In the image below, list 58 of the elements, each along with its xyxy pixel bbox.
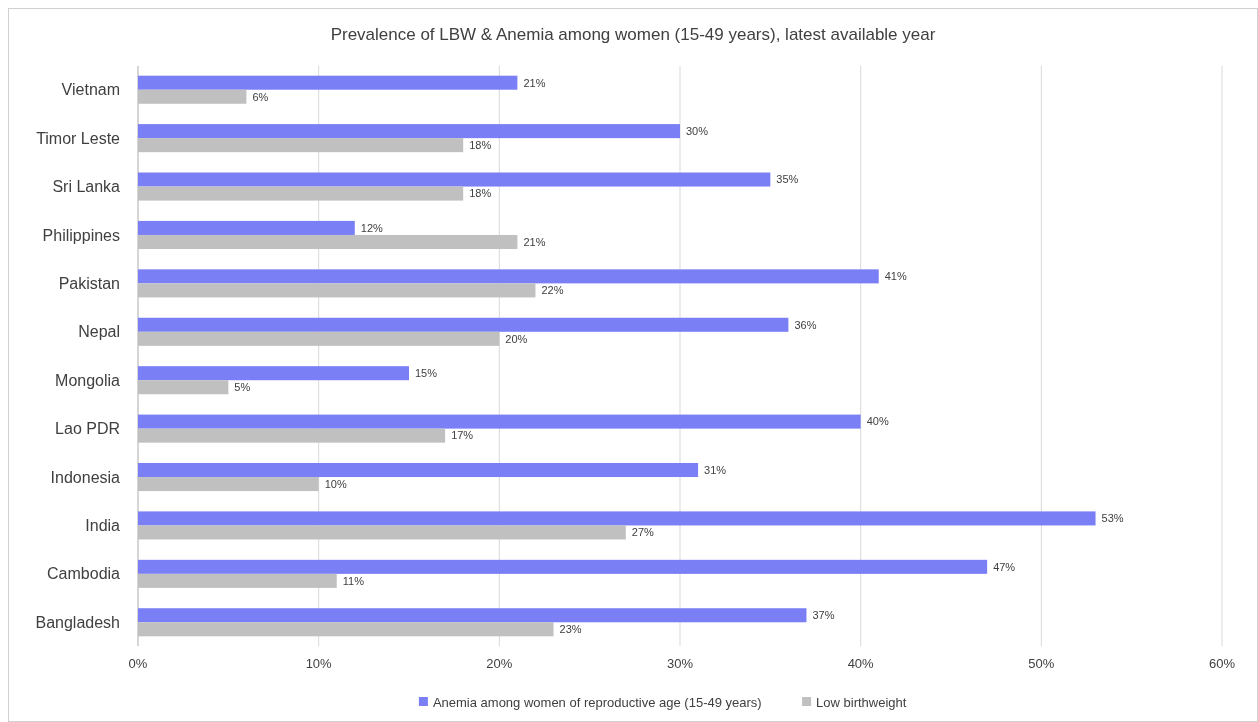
data-label: 18%: [469, 139, 492, 152]
bar: [138, 269, 879, 284]
data-label: 15%: [415, 367, 438, 380]
legend-label: Low birthweight: [816, 694, 907, 710]
bar: [138, 124, 680, 139]
data-label: 53%: [1101, 512, 1124, 525]
x-tick-label: 10%: [305, 656, 333, 671]
x-tick-label: 0%: [128, 656, 148, 671]
data-label: 18%: [469, 187, 492, 200]
data-label: 41%: [884, 270, 907, 283]
data-label: 35%: [776, 173, 799, 186]
data-label: 47%: [993, 560, 1016, 573]
legend-label: Anemia among women of reproductive age (15-49 years): [432, 694, 762, 710]
y-tick-label: Cambodia: [47, 565, 121, 583]
bar: [138, 317, 789, 332]
x-tick-label: 20%: [486, 656, 513, 671]
bar: [138, 366, 409, 381]
data-label: 37%: [812, 609, 835, 622]
bar: [138, 511, 1096, 526]
data-label: 30%: [686, 124, 709, 137]
bar: [138, 414, 861, 429]
data-label: 12%: [360, 221, 384, 234]
bar: [138, 172, 771, 187]
data-label: 21%: [523, 76, 546, 89]
data-label: 5%: [234, 381, 251, 394]
bar: [138, 608, 807, 623]
data-label: 10%: [324, 477, 347, 490]
y-tick-label: Nepal: [78, 323, 120, 341]
y-tick-label: Philippines: [42, 226, 120, 244]
y-tick-label: Bangladesh: [35, 613, 120, 631]
y-tick-label: India: [85, 517, 121, 535]
bar: [138, 463, 699, 478]
data-label: 20%: [505, 332, 528, 345]
x-tick-label: 50%: [1028, 656, 1055, 671]
y-tick-label: Mongolia: [55, 371, 121, 389]
data-label: 17%: [451, 429, 474, 442]
data-label: 27%: [631, 526, 655, 539]
y-tick-label: Sri Lanka: [52, 178, 121, 196]
y-tick-label: Pakistan: [58, 274, 120, 292]
chart-title: Prevalence of LBW & Anemia among women (15-49 years), latest available year: [330, 25, 936, 44]
x-tick-label: 40%: [847, 656, 875, 671]
bar: [138, 75, 518, 90]
bar: [138, 559, 988, 574]
y-tick-label: Timor Leste: [36, 129, 121, 147]
y-tick-label: Indonesia: [50, 468, 121, 486]
data-label: 6%: [252, 90, 269, 103]
data-label: 23%: [559, 623, 582, 636]
x-tick-label: 30%: [666, 656, 694, 671]
y-tick-label: Lao PDR: [55, 420, 120, 438]
data-label: 40%: [866, 415, 889, 428]
data-label: 36%: [794, 318, 817, 331]
y-tick-label: Vietnam: [61, 81, 120, 99]
data-label: 21%: [523, 235, 546, 248]
data-label: 31%: [704, 463, 727, 476]
data-label: 11%: [342, 574, 365, 587]
x-tick-label: 60%: [1208, 656, 1236, 671]
bar: [138, 220, 355, 235]
data-label: 22%: [541, 284, 564, 297]
